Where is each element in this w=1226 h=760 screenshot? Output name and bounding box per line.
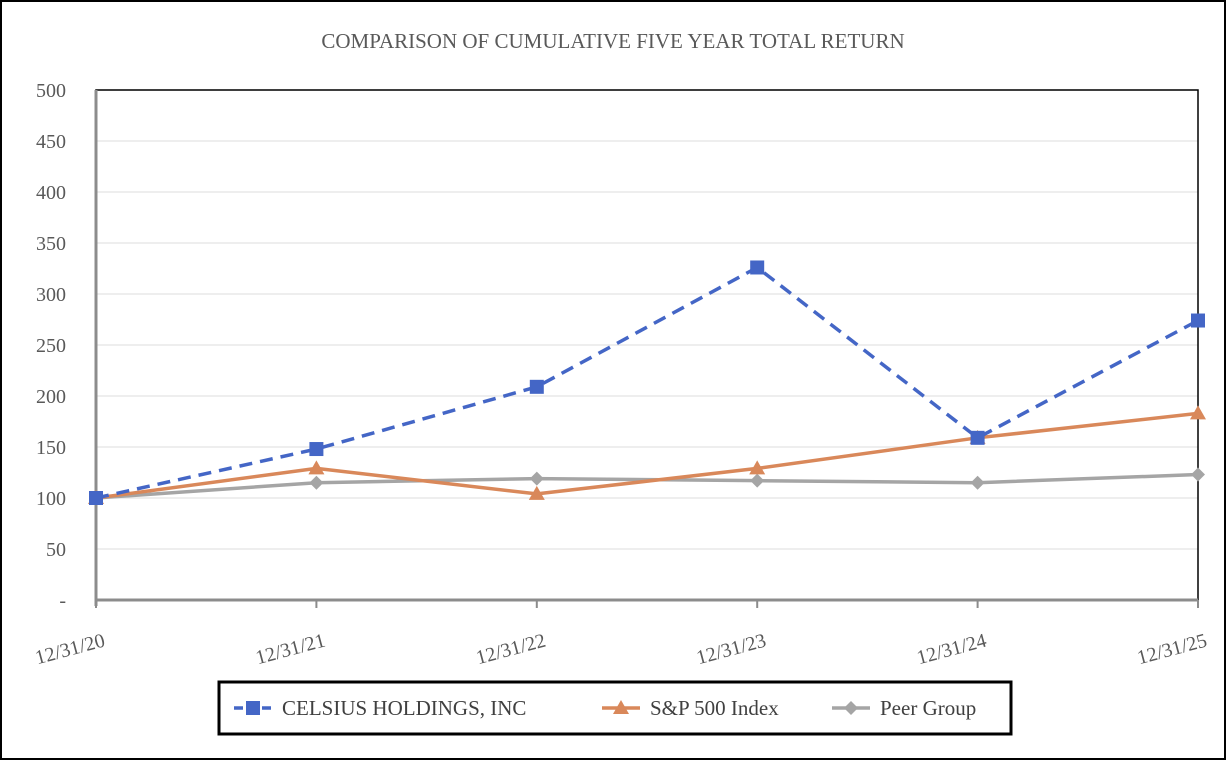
series-line <box>95 472 1199 500</box>
axes <box>94 89 1199 606</box>
series-line <box>95 411 1199 500</box>
data-point <box>528 485 545 500</box>
data-point <box>309 442 324 457</box>
x-tick-label: 12/31/21 <box>253 630 327 670</box>
data-point <box>309 475 324 490</box>
data-point <box>749 460 766 475</box>
legend: CELSIUS HOLDINGS, INC S&P 500 Index Peer G… <box>217 680 1013 736</box>
legend-item: S&P 500 Index <box>602 696 779 720</box>
y-axis-ticks: - 50 100 150 200 250 300 350 400 450 500 <box>36 80 66 612</box>
y-tick-label: 200 <box>36 386 66 408</box>
data-point <box>1191 313 1205 328</box>
series <box>88 260 1206 505</box>
data-point <box>308 460 325 475</box>
chart-title: COMPARISON OF CUMULATIVE FIVE YEAR TOTAL… <box>321 29 904 53</box>
data-point <box>1191 467 1205 482</box>
y-tick-label: 350 <box>36 233 66 255</box>
legend-marker <box>613 700 629 714</box>
x-axis-ticks: 12/31/20 12/31/21 12/31/22 12/31/23 12/31/24… <box>33 600 1209 669</box>
legend-label: Peer Group <box>880 696 976 720</box>
y-tick-label: 400 <box>36 182 66 204</box>
data-point <box>750 473 765 488</box>
legend-item: CELSIUS HOLDINGS, INC <box>234 696 526 720</box>
series-1 <box>88 405 1206 504</box>
data-point <box>529 471 544 486</box>
legend-marker <box>844 701 858 715</box>
y-tick-label: 250 <box>36 335 66 357</box>
y-tick-label: 50 <box>46 539 66 561</box>
series-0 <box>89 260 1205 505</box>
data-point <box>89 491 103 505</box>
y-tick-label: 300 <box>36 284 66 306</box>
data-point <box>970 430 985 445</box>
y-tick-label: - <box>59 590 66 612</box>
y-tick-label: 150 <box>36 437 66 459</box>
y-tick-label: 100 <box>36 488 66 510</box>
y-tick-label: 450 <box>36 131 66 153</box>
x-tick-label: 12/31/20 <box>33 630 107 670</box>
series-line <box>95 265 1199 500</box>
data-point <box>750 260 765 275</box>
legend-marker <box>246 701 260 715</box>
y-tick-label: 500 <box>36 80 66 102</box>
data-point <box>1190 405 1206 420</box>
legend-item: Peer Group <box>832 696 976 720</box>
legend-label: CELSIUS HOLDINGS, INC <box>282 696 526 720</box>
series-2 <box>89 467 1205 505</box>
x-tick-label: 12/31/25 <box>1135 630 1209 670</box>
data-point <box>529 379 544 394</box>
data-point <box>970 475 985 490</box>
x-tick-label: 12/31/24 <box>914 630 988 670</box>
x-tick-label: 12/31/22 <box>474 630 548 670</box>
x-tick-label: 12/31/23 <box>694 630 768 670</box>
legend-label: S&P 500 Index <box>650 696 779 720</box>
